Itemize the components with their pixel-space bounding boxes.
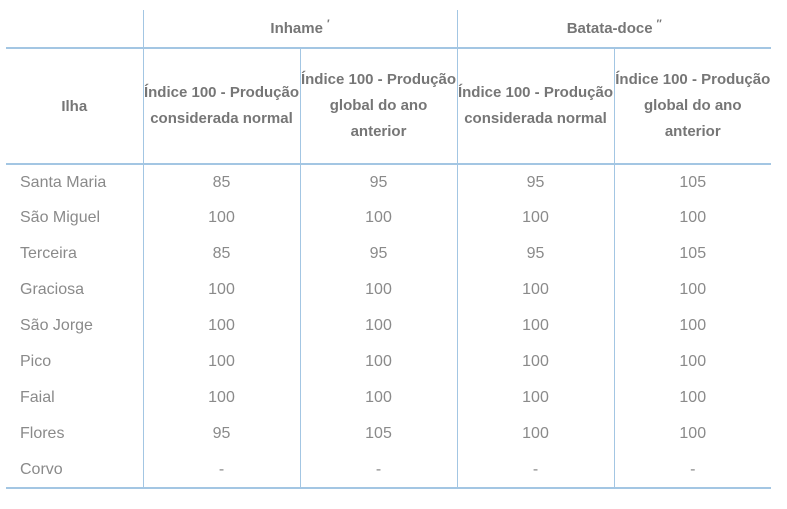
- column-header-ilha: Ilha: [6, 48, 143, 165]
- value-cell: 100: [142, 272, 300, 308]
- value-cell: 100: [142, 200, 300, 236]
- value-cell: 100: [613, 380, 772, 416]
- value-cell: 95: [456, 236, 614, 272]
- island-label: Santa Maria: [20, 173, 107, 191]
- island-label: Graciosa: [20, 281, 85, 298]
- table-row-sao-miguel: São Miguel 100 100 100 100: [6, 200, 772, 236]
- value-cell: 100: [613, 200, 772, 236]
- value-cell: 100: [299, 380, 457, 416]
- value-cell: 100: [142, 380, 300, 416]
- value-cell: 100: [299, 308, 457, 344]
- group-header-batata-doce: Batata-doce ′′: [456, 10, 772, 49]
- value-cell: 100: [456, 272, 614, 308]
- value-cell: 85: [142, 236, 300, 272]
- value-cell: 105: [613, 164, 772, 200]
- value-cell: 100: [456, 344, 614, 380]
- footnote-marker-inhame: ′: [326, 18, 330, 30]
- column-header-batata-global-ano-anterior: Índice 100 - Produção global do ano ante…: [613, 48, 772, 165]
- island-label: Corvo: [6, 452, 143, 489]
- group-label-inhame: Inhame: [270, 20, 323, 37]
- footnote-marker-batata-doce: ′′: [656, 18, 662, 30]
- group-header-inhame: Inhame ′: [142, 10, 457, 49]
- column-header-inhame-global-ano-anterior: Índice 100 - Produção global do ano ante…: [299, 48, 457, 165]
- value-cell: 100: [456, 380, 614, 416]
- value-cell: 95: [456, 164, 614, 200]
- table-row-terceira: Terceira 85 95 95 105: [6, 236, 772, 272]
- value-cell: 100: [613, 272, 772, 308]
- island-label: Flores: [20, 425, 65, 442]
- value-cell: 100: [456, 416, 614, 452]
- crop-group-header-row: Inhame ′ Batata-doce ′′: [6, 10, 772, 49]
- table-row-sao-jorge: São Jorge 100 100 100 100: [6, 308, 772, 344]
- value-cell: 100: [142, 308, 300, 344]
- table-row-faial: Faial 100 100 100 100: [6, 380, 772, 416]
- table-row-graciosa: Graciosa 100 100 100 100: [6, 272, 772, 308]
- value-cell: 100: [613, 308, 772, 344]
- column-header-batata-considerada-normal: Índice 100 - Produção considerada normal: [456, 48, 614, 165]
- value-cell: 95: [299, 164, 457, 200]
- value-cell: 95: [142, 416, 300, 452]
- value-cell: 100: [299, 272, 457, 308]
- value-cell: 85: [142, 164, 300, 200]
- value-cell: 100: [299, 344, 457, 380]
- island-label: São Miguel: [20, 209, 101, 226]
- corner-cell: [6, 10, 143, 49]
- value-cell: 100: [142, 344, 300, 380]
- value-cell: -: [299, 452, 457, 489]
- column-header-inhame-considerada-normal: Índice 100 - Produção considerada normal: [142, 48, 300, 165]
- table-row-corvo: Corvo - - - -: [6, 452, 772, 489]
- island-label: Terceira: [20, 245, 77, 262]
- value-cell: 105: [299, 416, 457, 452]
- column-header-row: Ilha Índice 100 - Produção considerada n…: [6, 48, 772, 165]
- island-label: Pico: [20, 353, 52, 370]
- table-row-santa-maria: Santa Maria 85 95 95 105: [6, 164, 772, 200]
- table-row-flores: Flores 95 105 100 100: [6, 416, 772, 452]
- value-cell: 95: [299, 236, 457, 272]
- value-cell: 100: [456, 308, 614, 344]
- production-index-table: Inhame ′ Batata-doce ′′ Ilha Índice 100 - …: [6, 10, 772, 489]
- value-cell: 100: [613, 416, 772, 452]
- group-label-batata-doce: Batata-doce: [566, 20, 653, 37]
- value-cell: -: [613, 452, 772, 489]
- value-cell: 100: [456, 200, 614, 236]
- value-cell: -: [142, 452, 300, 489]
- value-cell: 105: [613, 236, 772, 272]
- value-cell: 100: [613, 344, 772, 380]
- value-cell: 100: [299, 200, 457, 236]
- value-cell: -: [456, 452, 614, 489]
- island-label: Faial: [20, 389, 55, 406]
- table-row-pico: Pico 100 100 100 100: [6, 344, 772, 380]
- island-label: São Jorge: [20, 317, 93, 334]
